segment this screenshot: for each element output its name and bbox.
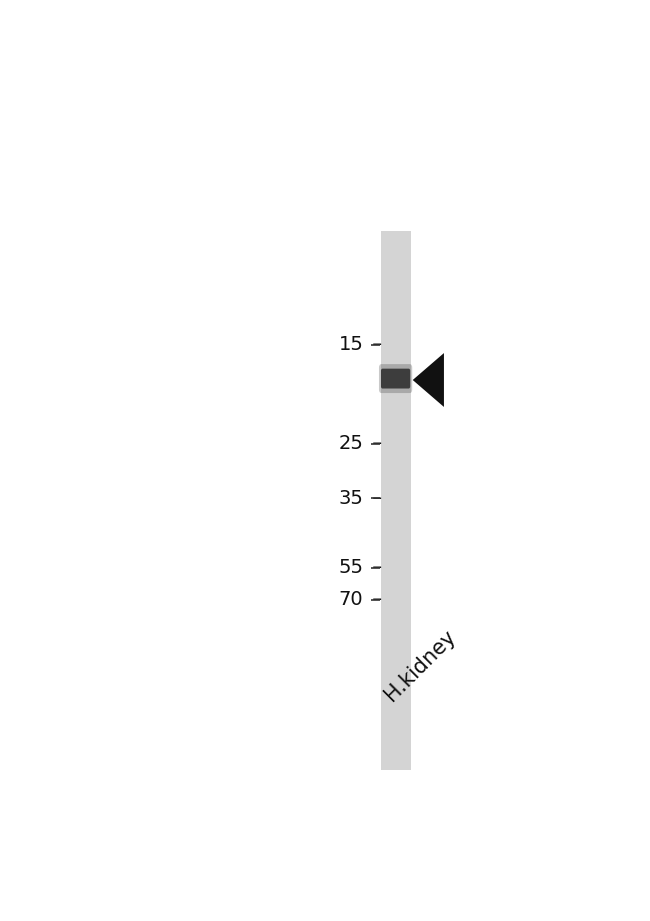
Text: 15: 15 — [339, 335, 363, 354]
Text: –: – — [366, 335, 382, 354]
Text: H.kidney: H.kidney — [380, 626, 459, 705]
Text: 70: 70 — [339, 590, 363, 610]
Text: –: – — [366, 558, 382, 577]
Text: –: – — [366, 590, 382, 610]
FancyBboxPatch shape — [381, 368, 410, 389]
Polygon shape — [413, 353, 444, 407]
Text: –: – — [366, 435, 382, 453]
FancyBboxPatch shape — [379, 364, 412, 393]
Text: 35: 35 — [339, 489, 363, 508]
Text: –: – — [366, 489, 382, 508]
Text: 55: 55 — [339, 558, 363, 577]
Text: 25: 25 — [339, 435, 363, 453]
Bar — [381, 231, 411, 770]
